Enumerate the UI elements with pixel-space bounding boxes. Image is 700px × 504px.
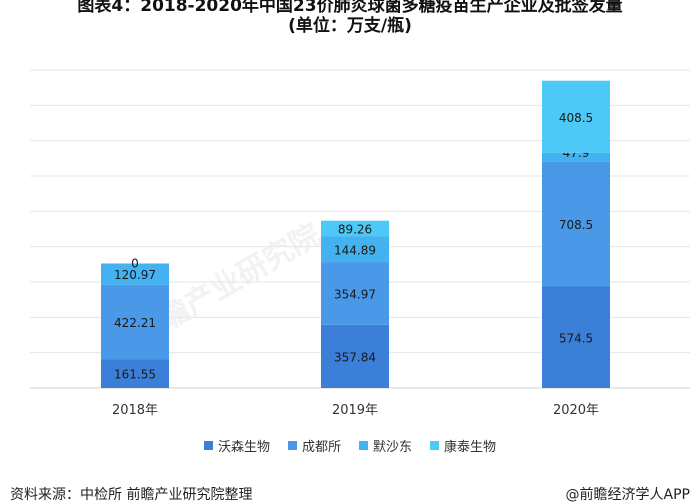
data-label: 422.21	[114, 316, 156, 330]
bar-segment	[542, 80, 610, 153]
data-label: 161.55	[114, 368, 156, 382]
bar-segment	[542, 286, 610, 388]
bar-segment	[101, 359, 169, 388]
bar-segment	[542, 161, 610, 287]
legend-item: 沃森生物	[203, 436, 270, 455]
x-tick-label: 2020年	[553, 403, 599, 418]
bar-segment	[321, 262, 389, 325]
data-label: 708.5	[559, 218, 593, 232]
data-label: 89.26	[338, 223, 372, 237]
legend-label: 康泰生物	[444, 440, 497, 455]
legend-swatch	[359, 441, 368, 450]
footer-credit: @前瞻经济学人APP	[565, 487, 690, 503]
legend-label: 成都所	[301, 440, 341, 455]
legend-swatch	[287, 441, 297, 450]
chart-title-line1: 图表4：2018-2020年中国23价肺炎球菌多糖疫苗生产企业及批签发量	[77, 0, 623, 16]
bar-segment	[321, 220, 389, 237]
legend-swatch	[430, 441, 440, 450]
data-label: 120.97	[114, 268, 156, 282]
data-label: 0	[131, 256, 139, 270]
data-label: 574.5	[559, 331, 593, 345]
bar-segment	[321, 324, 389, 388]
legend-label: 默沙东	[373, 440, 413, 455]
legend-item: 成都所	[287, 436, 341, 455]
legend-item: 默沙东	[359, 436, 412, 455]
bar-segment	[101, 284, 169, 360]
bar-segment	[542, 152, 610, 162]
data-label: 408.5	[559, 111, 593, 125]
chart-title-line2: (单位：万支/瓶)	[288, 16, 412, 36]
footer-source: 资料来源：中检所 前瞻产业研究院整理	[10, 487, 253, 503]
data-label: 354.97	[334, 287, 376, 301]
footer: 资料来源：中检所 前瞻产业研究院整理 @前瞻经济学人APP	[10, 484, 690, 504]
legend-swatch	[203, 441, 213, 450]
x-tick-label: 2019年	[332, 403, 378, 418]
chart-title: 图表4：2018-2020年中国23价肺炎球菌多糖疫苗生产企业及批签发量 (单位…	[0, 0, 700, 36]
legend-item: 康泰生物	[430, 436, 496, 455]
data-label: 144.89	[334, 243, 376, 257]
data-label: 357.84	[334, 350, 376, 364]
x-tick-label: 2018年	[112, 403, 158, 418]
bar-segment	[101, 263, 169, 285]
bar-segment	[321, 236, 389, 263]
chart-legend: 沃森生物 成都所 默沙东 康泰生物	[0, 436, 700, 455]
legend-label: 沃森生物	[217, 440, 270, 455]
